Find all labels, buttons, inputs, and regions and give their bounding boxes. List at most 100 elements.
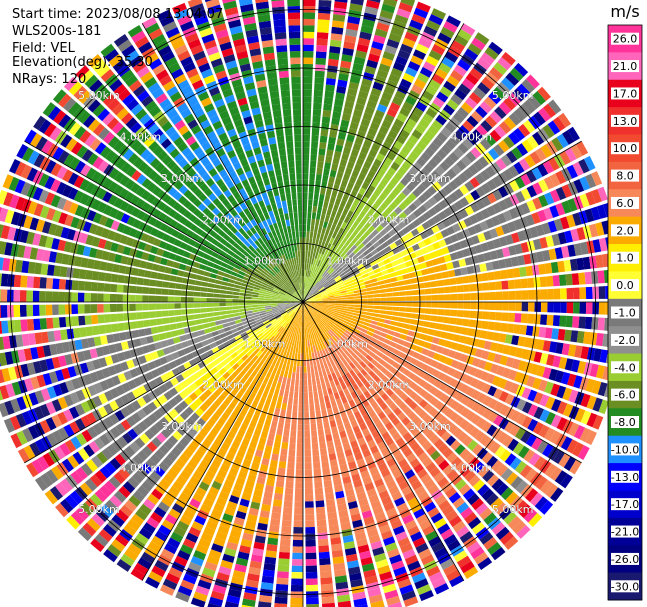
gate-cell bbox=[14, 179, 26, 194]
gate-cell bbox=[476, 292, 484, 301]
gate-cell bbox=[188, 526, 201, 538]
gate-cell bbox=[425, 55, 439, 67]
gate-cell bbox=[295, 313, 299, 321]
gate-cell bbox=[421, 348, 430, 356]
gate-cell bbox=[495, 312, 503, 321]
gate-cell bbox=[338, 73, 349, 82]
gate-cell bbox=[371, 143, 381, 153]
gate-cell bbox=[200, 308, 208, 313]
gate-cell bbox=[408, 401, 418, 411]
gate-cell bbox=[353, 410, 362, 420]
gate-cell bbox=[513, 62, 529, 77]
gate-cell bbox=[569, 459, 582, 475]
gate-cell bbox=[375, 272, 383, 278]
gate-cell bbox=[52, 384, 63, 397]
gate-cell bbox=[392, 291, 400, 297]
gate-cell bbox=[348, 302, 355, 305]
gate-cell bbox=[20, 164, 33, 179]
gate-cell bbox=[347, 325, 355, 331]
gate-cell bbox=[544, 381, 554, 394]
gate-cell bbox=[376, 22, 390, 32]
gate-cell bbox=[353, 310, 361, 314]
gate-cell bbox=[264, 418, 272, 427]
gate-cell bbox=[366, 312, 373, 316]
gate-cell bbox=[448, 180, 458, 191]
gate-cell bbox=[338, 509, 349, 518]
gate-cell bbox=[389, 201, 398, 211]
gate-cell bbox=[351, 317, 359, 323]
gate-cell bbox=[354, 531, 367, 541]
gate-cell bbox=[319, 276, 325, 283]
gate-cell bbox=[127, 543, 142, 556]
gate-cell bbox=[316, 246, 321, 253]
gate-cell bbox=[291, 312, 296, 318]
gate-cell bbox=[444, 407, 454, 418]
gate-cell bbox=[361, 428, 371, 437]
gate-cell bbox=[343, 278, 350, 284]
gate-cell bbox=[440, 228, 450, 238]
gate-cell bbox=[264, 296, 272, 299]
gate-cell bbox=[135, 303, 143, 311]
gate-cell bbox=[142, 405, 153, 416]
gate-cell bbox=[104, 480, 117, 494]
gate-cell bbox=[141, 251, 150, 261]
gate-cell bbox=[333, 311, 340, 316]
gate-cell bbox=[341, 334, 349, 341]
gate-cell bbox=[493, 61, 508, 76]
gate-cell bbox=[370, 600, 385, 607]
gate-cell bbox=[316, 383, 322, 391]
gate-cell bbox=[238, 270, 246, 276]
gate-cell bbox=[482, 469, 495, 483]
gate-cell bbox=[455, 276, 463, 285]
gate-cell bbox=[419, 590, 434, 602]
gate-cell bbox=[173, 394, 183, 404]
gate-cell bbox=[0, 305, 1, 318]
gate-cell bbox=[532, 197, 543, 210]
gate-cell bbox=[484, 46, 499, 60]
gate-cell bbox=[297, 437, 303, 444]
gate-cell bbox=[398, 201, 408, 211]
gate-cell bbox=[400, 249, 409, 257]
gate-cell bbox=[469, 214, 479, 225]
gate-cell bbox=[165, 226, 175, 235]
gate-cell bbox=[294, 488, 303, 496]
gate-cell bbox=[329, 280, 337, 286]
gate-cell bbox=[551, 398, 562, 412]
gate-cell bbox=[344, 380, 352, 388]
gate-cell bbox=[226, 310, 234, 315]
gate-cell bbox=[315, 282, 322, 289]
gate-cell bbox=[379, 228, 388, 237]
gate-cell bbox=[515, 290, 522, 300]
gate-cell bbox=[0, 336, 5, 350]
gate-cell bbox=[124, 548, 139, 562]
gate-cell bbox=[215, 531, 228, 541]
gate-cell bbox=[176, 475, 188, 486]
gate-cell bbox=[396, 181, 406, 191]
gate-cell bbox=[283, 370, 289, 378]
gate-cell bbox=[275, 401, 282, 410]
gate-cell bbox=[397, 257, 405, 265]
gate-cell bbox=[446, 469, 459, 481]
gate-cell bbox=[349, 572, 362, 582]
gate-cell bbox=[325, 257, 331, 264]
gate-cell bbox=[215, 407, 224, 417]
gate-cell bbox=[168, 345, 177, 353]
gate-cell bbox=[222, 388, 231, 398]
gate-cell bbox=[270, 298, 278, 301]
gate-cell bbox=[398, 285, 406, 291]
gate-cell bbox=[208, 354, 217, 362]
gate-cell bbox=[373, 188, 382, 198]
gate-cell bbox=[434, 389, 444, 399]
gate-cell bbox=[334, 305, 342, 308]
gate-cell bbox=[349, 322, 356, 328]
gate-cell bbox=[203, 344, 212, 352]
gate-cell bbox=[273, 338, 279, 346]
gate-cell bbox=[422, 90, 435, 101]
gate-cell bbox=[338, 457, 347, 466]
gate-cell bbox=[214, 315, 222, 321]
gate-cell bbox=[331, 549, 344, 558]
gate-cell bbox=[499, 355, 509, 366]
gate-cell bbox=[492, 202, 502, 214]
gate-cell bbox=[268, 466, 277, 474]
gate-cell bbox=[254, 364, 261, 373]
